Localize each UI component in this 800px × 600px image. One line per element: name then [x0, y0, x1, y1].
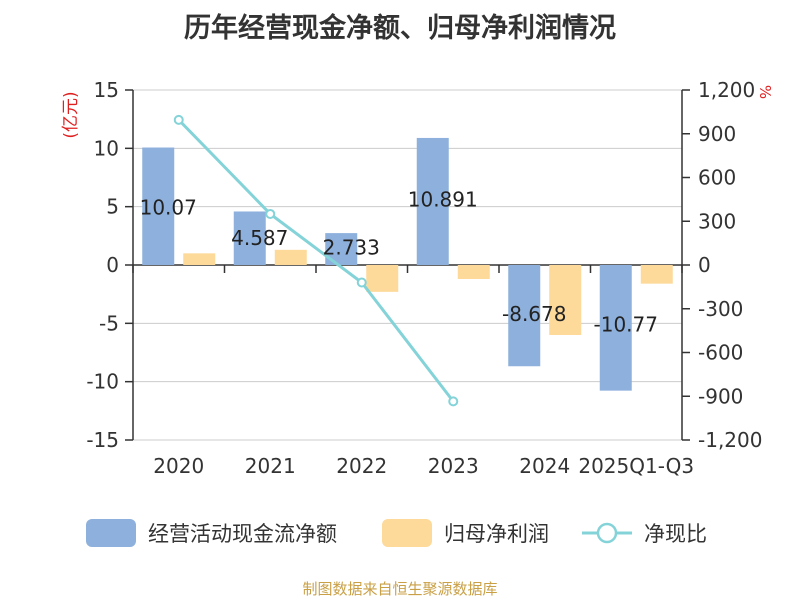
bar-op-cash: [416, 137, 449, 265]
legend-item-net-profit[interactable]: 归母净利润: [382, 518, 549, 548]
legend-swatch-net-profit: [382, 519, 432, 547]
x-tick-label: 2022: [336, 454, 387, 478]
y2-tick-label: 900: [698, 122, 736, 146]
y-tick-label: 15: [94, 78, 119, 102]
bar-op-cash: [233, 211, 266, 265]
x-tick-label: 2024: [519, 454, 570, 478]
legend-item-ratio[interactable]: 净现比: [582, 518, 707, 548]
y-tick-label: -5: [99, 311, 119, 335]
ratio-point: [448, 396, 459, 407]
legend-label-ratio: 净现比: [644, 522, 707, 546]
y2-tick-label: -900: [698, 384, 743, 408]
ratio-line-path: [177, 118, 455, 403]
axes: 15 10 5 0 -5 -10 -15 1,200 900 600 300 0 -300 -600 -90…: [86, 78, 762, 478]
y-tick-label: 10: [94, 136, 119, 160]
x-tick-label: 2025Q1-Q3: [578, 454, 694, 478]
y-tick-label: 0: [106, 253, 119, 277]
legend-swatch-ratio: [582, 522, 632, 544]
x-tick-label: 2020: [153, 454, 204, 478]
legend-label-net-profit: 归母净利润: [444, 522, 549, 546]
data-label-op-cash: -8.678: [502, 302, 566, 326]
y-axis-unit-label: (亿元): [61, 91, 81, 138]
ratio-line: [173, 114, 459, 407]
x-tick-label: 2021: [245, 454, 296, 478]
ratio-point: [265, 208, 276, 219]
data-label-op-cash: 2.733: [323, 236, 380, 260]
y-tick-label: -15: [86, 428, 119, 452]
y2-tick-label: 300: [698, 209, 736, 233]
y2-tick-label: -300: [698, 297, 743, 321]
y2-tick-label: -600: [698, 341, 743, 365]
data-label-op-cash: -10.77: [594, 313, 658, 337]
chart-title: 历年经营现金净额、归母净利润情况: [184, 13, 616, 44]
bar-op-cash: [142, 147, 175, 265]
y-tick-label: -10: [86, 370, 119, 394]
x-tick-label: 2023: [428, 454, 479, 478]
legend-item-op-cash[interactable]: 经营活动现金流净额: [86, 518, 337, 548]
ratio-point: [356, 277, 367, 288]
ratio-point: [173, 114, 184, 125]
bar-net-profit: [366, 265, 399, 292]
y2-axis-unit-label: %: [756, 85, 774, 99]
source-note: 制图数据来自恒生聚源数据库: [302, 580, 498, 598]
bar-net-profit: [640, 265, 673, 284]
data-label-op-cash: 4.587: [231, 226, 288, 250]
data-labels: 10.07 4.587 2.733 10.891 -8.678 -10.77: [140, 188, 658, 337]
data-label-op-cash: 10.891: [408, 188, 478, 212]
bar-net-profit: [549, 265, 582, 335]
bar-net-profit: [274, 249, 307, 265]
bar-net-profit: [183, 253, 216, 265]
y2-tick-label: 600: [698, 166, 736, 190]
y2-tick-label: -1,200: [698, 428, 762, 452]
bar-op-cash: [599, 265, 632, 391]
bar-net-profit: [457, 265, 490, 279]
legend-label-op-cash: 经营活动现金流净额: [148, 522, 337, 546]
y2-tick-label: 1,200: [698, 78, 755, 102]
legend-swatch-op-cash: [86, 519, 136, 547]
bars: [142, 137, 673, 391]
legend: 经营活动现金流净额 归母净利润 净现比: [0, 518, 800, 554]
data-label-op-cash: 10.07: [140, 196, 197, 220]
y-tick-label: 5: [106, 195, 119, 219]
y2-tick-label: 0: [698, 253, 711, 277]
bar-op-cash: [508, 265, 541, 367]
